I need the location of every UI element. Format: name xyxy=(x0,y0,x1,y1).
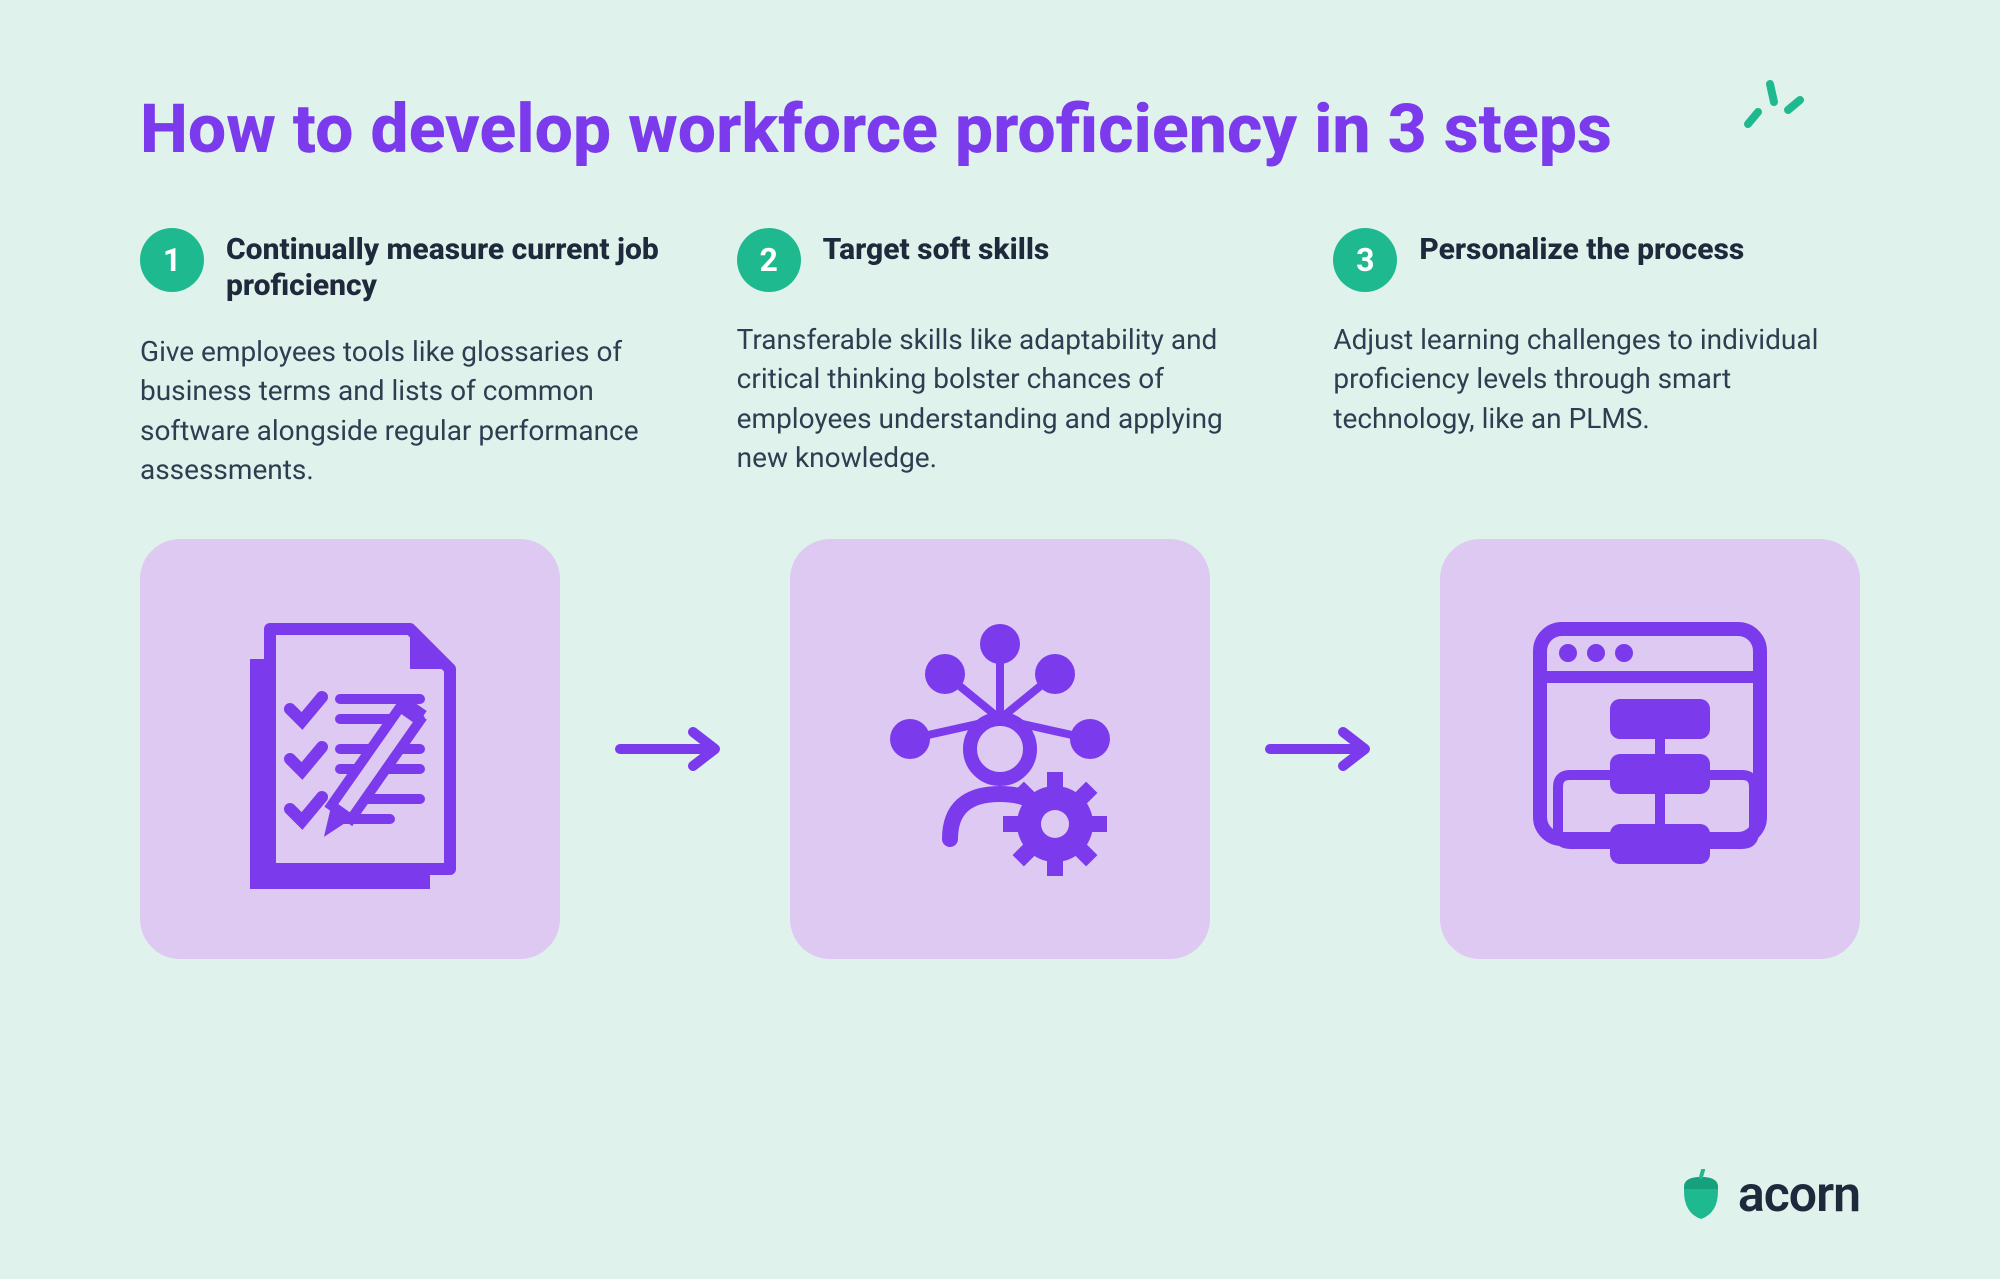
steps-row: 1 Continually measure current job profic… xyxy=(140,228,1860,489)
brand-logo: acorn xyxy=(1678,1166,1860,1224)
arrow-icon xyxy=(615,724,735,774)
browser-flow-icon xyxy=(1510,599,1790,899)
brand-name: acorn xyxy=(1738,1166,1860,1224)
step-3: 3 Personalize the process Adjust learnin… xyxy=(1333,228,1860,489)
arrow-1 xyxy=(590,724,760,774)
step-title-1: Continually measure current job proficie… xyxy=(226,228,667,304)
step-header: 1 Continually measure current job profic… xyxy=(140,228,667,304)
step-title-3: Personalize the process xyxy=(1419,228,1744,268)
step-badge-1: 1 xyxy=(140,228,204,292)
page-title: How to develop workforce proficiency in … xyxy=(140,90,1860,168)
person-network-gear-icon xyxy=(850,599,1150,899)
sparkle-icon xyxy=(1740,70,1810,140)
step-header: 2 Target soft skills xyxy=(737,228,1264,292)
acorn-icon xyxy=(1678,1169,1724,1221)
checklist-pencil-icon xyxy=(210,599,490,899)
title-section: How to develop workforce proficiency in … xyxy=(140,90,1860,168)
step-desc-2: Transferable skills like adaptability an… xyxy=(737,320,1264,477)
arrow-icon xyxy=(1265,724,1385,774)
card-person-network xyxy=(790,539,1210,959)
step-desc-3: Adjust learning challenges to individual… xyxy=(1333,320,1860,438)
step-badge-3: 3 xyxy=(1333,228,1397,292)
cards-row xyxy=(140,539,1860,959)
step-title-2: Target soft skills xyxy=(823,228,1050,268)
step-2: 2 Target soft skills Transferable skills… xyxy=(737,228,1264,489)
arrow-2 xyxy=(1240,724,1410,774)
card-checklist xyxy=(140,539,560,959)
step-header: 3 Personalize the process xyxy=(1333,228,1860,292)
step-badge-2: 2 xyxy=(737,228,801,292)
step-desc-1: Give employees tools like glossaries of … xyxy=(140,332,667,489)
card-browser-flow xyxy=(1440,539,1860,959)
step-1: 1 Continually measure current job profic… xyxy=(140,228,667,489)
